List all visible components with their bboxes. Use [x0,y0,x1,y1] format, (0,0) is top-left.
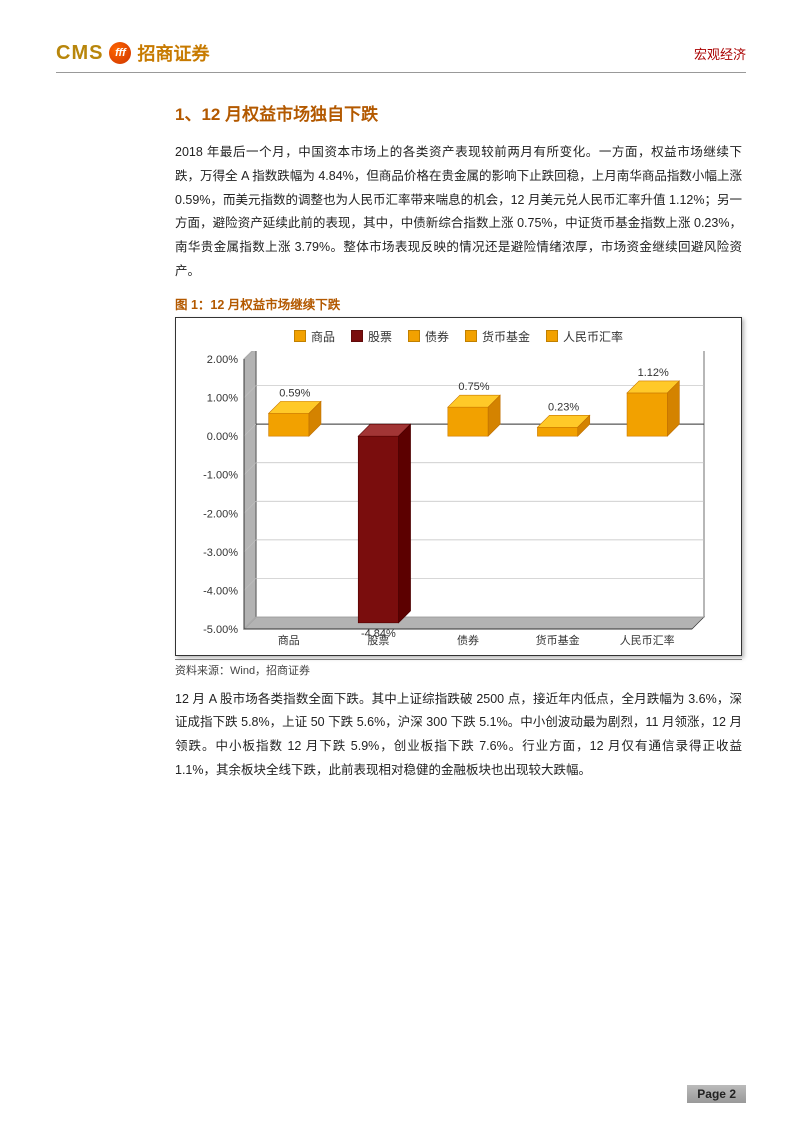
logo-badge-icon: fff [109,42,131,64]
svg-text:-5.00%: -5.00% [203,624,238,636]
svg-text:货币基金: 货币基金 [536,633,580,647]
legend-item: 债券 [408,328,449,345]
legend-item: 股票 [351,328,392,345]
section-title: 1、12 月权益市场独自下跌 [175,100,742,125]
legend-label: 货币基金 [482,328,530,345]
legend-label: 股票 [368,328,392,345]
legend-swatch-icon [294,330,306,342]
svg-text:1.12%: 1.12% [638,366,669,378]
paragraph-1: 2018 年最后一个月，中国资本市场上的各类资产表现较前两月有所变化。一方面，权… [175,141,742,284]
svg-text:商品: 商品 [278,633,300,647]
legend-item: 商品 [294,328,335,345]
svg-text:2.00%: 2.00% [207,354,238,366]
legend-swatch-icon [546,330,558,342]
legend-item: 货币基金 [465,328,530,345]
svg-text:0.75%: 0.75% [458,381,489,393]
svg-text:-1.00%: -1.00% [203,469,238,481]
legend-swatch-icon [408,330,420,342]
legend-swatch-icon [465,330,477,342]
page-number: Page 2 [687,1085,746,1103]
chart-source: 资料来源：Wind，招商证券 [175,659,742,678]
chart-legend: 商品 股票 债券 货币基金 人民币汇率 [186,328,731,345]
legend-swatch-icon [351,330,363,342]
bar-chart: -5.00% -4.00% -3.00% -2.00% -1.00% 0.00% 1.00%… [186,351,706,651]
legend-item: 人民币汇率 [546,328,623,345]
svg-text:0.23%: 0.23% [548,401,579,413]
document-category: 宏观经济 [694,44,746,63]
svg-text:股票: 股票 [367,634,389,647]
logo-cms-text: CMS [56,42,103,65]
svg-text:0.00%: 0.00% [207,431,238,443]
page-header: CMS fff 招商证券 宏观经济 [56,40,746,73]
svg-text:0.59%: 0.59% [279,387,310,399]
logo-chinese-text: 招商证券 [137,40,209,66]
chart-container: 商品股票债券货币基金人民币汇率 -5.00%-4.00%-3.00%-2.00%… [175,317,742,656]
svg-text:1.00%: 1.00% [207,392,238,404]
legend-label: 人民币汇率 [563,328,623,345]
svg-text:人民币汇率: 人民币汇率 [620,633,675,647]
logo: CMS fff 招商证券 [56,40,209,66]
paragraph-2: 12 月 A 股市场各类指数全面下跌。其中上证综指跌破 2500 点，接近年内低… [175,688,742,783]
svg-text:-4.00%: -4.00% [203,585,238,597]
legend-label: 商品 [311,328,335,345]
svg-text:-3.00%: -3.00% [203,546,238,558]
svg-text:债券: 债券 [457,633,479,647]
page-footer: Page 2 [687,1085,746,1103]
legend-label: 债券 [425,328,449,345]
svg-text:-2.00%: -2.00% [203,508,238,520]
figure-title: 图 1：12 月权益市场继续下跌 [175,294,742,313]
main-content: 1、12 月权益市场独自下跌 2018 年最后一个月，中国资本市场上的各类资产表… [175,100,742,793]
